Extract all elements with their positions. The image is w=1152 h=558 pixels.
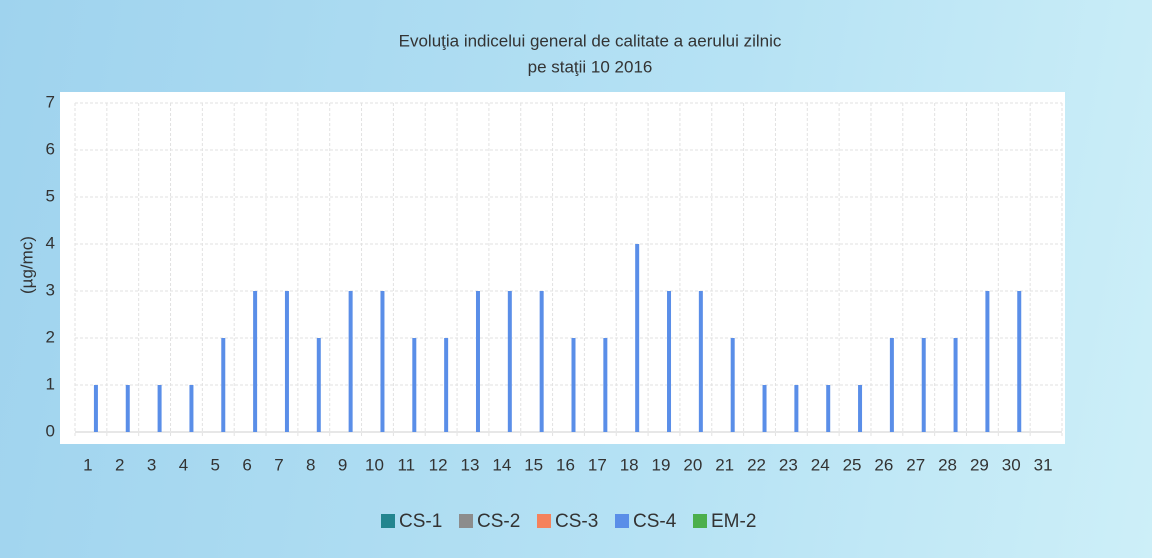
bar (316, 338, 321, 432)
y-axis-label: (µg/mc) (17, 236, 36, 294)
x-tick-label: 24 (811, 455, 830, 474)
bar (1017, 291, 1022, 432)
bar (125, 385, 130, 432)
bar (189, 385, 194, 432)
x-tick-label: 5 (211, 455, 220, 474)
x-tick-label: 10 (365, 455, 384, 474)
legend-swatch (381, 514, 395, 528)
x-tick-label: 6 (242, 455, 251, 474)
x-tick-label: 1 (83, 455, 92, 474)
bar (475, 291, 480, 432)
bar (93, 385, 98, 432)
x-tick-label: 23 (779, 455, 798, 474)
bar (603, 338, 608, 432)
x-tick-label: 13 (461, 455, 480, 474)
x-tick-label: 12 (429, 455, 448, 474)
bar (953, 338, 958, 432)
y-tick-label: 3 (46, 280, 55, 299)
legend-label: EM-2 (711, 511, 756, 532)
legend-swatch (615, 514, 629, 528)
x-tick-label: 14 (492, 455, 511, 474)
plot-area (60, 92, 1065, 444)
y-tick-label: 6 (46, 139, 55, 158)
bar (571, 338, 576, 432)
x-tick-label: 15 (524, 455, 543, 474)
bar (730, 338, 735, 432)
legend-label: CS-1 (399, 511, 442, 532)
bar (539, 291, 544, 432)
bar (412, 338, 417, 432)
x-tick-label: 19 (652, 455, 671, 474)
bar (889, 338, 894, 432)
legend-label: CS-2 (477, 511, 520, 532)
x-tick-label: 29 (970, 455, 989, 474)
legend-swatch (693, 514, 707, 528)
x-tick-label: 22 (747, 455, 766, 474)
x-tick-label: 28 (938, 455, 957, 474)
x-tick-label: 27 (906, 455, 925, 474)
x-tick-label: 21 (715, 455, 734, 474)
x-tick-label: 8 (306, 455, 315, 474)
bar (444, 338, 449, 432)
y-tick-label: 1 (46, 374, 55, 393)
x-tick-label: 26 (874, 455, 893, 474)
y-tick-label: 0 (46, 421, 55, 440)
bar (635, 244, 640, 432)
chart-title: pe staţii 10 2016 (528, 57, 653, 76)
bar (157, 385, 162, 432)
x-tick-label: 2 (115, 455, 124, 474)
chart-title: Evoluţia indicelui general de calitate a… (399, 31, 782, 50)
legend-label: CS-4 (633, 511, 677, 532)
bar (698, 291, 703, 432)
x-tick-label: 9 (338, 455, 347, 474)
bar (348, 291, 353, 432)
y-tick-label: 5 (46, 186, 55, 205)
x-tick-label: 16 (556, 455, 575, 474)
x-tick-label: 11 (397, 455, 415, 474)
bar (826, 385, 831, 432)
bar (921, 338, 926, 432)
x-tick-label: 18 (620, 455, 639, 474)
bar (507, 291, 512, 432)
x-tick-label: 20 (683, 455, 702, 474)
bar (221, 338, 226, 432)
bar (794, 385, 799, 432)
x-tick-label: 3 (147, 455, 156, 474)
bar (985, 291, 990, 432)
bar (858, 385, 863, 432)
bar (380, 291, 385, 432)
x-tick-label: 4 (179, 455, 188, 474)
x-tick-label: 31 (1034, 455, 1053, 474)
y-tick-label: 7 (46, 92, 55, 111)
y-tick-label: 2 (46, 327, 55, 346)
legend-swatch (459, 514, 473, 528)
x-tick-label: 25 (843, 455, 862, 474)
bar (667, 291, 672, 432)
legend-label: CS-3 (555, 511, 598, 532)
bar (762, 385, 767, 432)
x-tick-label: 30 (1002, 455, 1021, 474)
x-tick-label: 7 (274, 455, 283, 474)
bar (284, 291, 289, 432)
bar (253, 291, 258, 432)
x-tick-label: 17 (588, 455, 607, 474)
y-tick-label: 4 (46, 233, 55, 252)
legend-swatch (537, 514, 551, 528)
